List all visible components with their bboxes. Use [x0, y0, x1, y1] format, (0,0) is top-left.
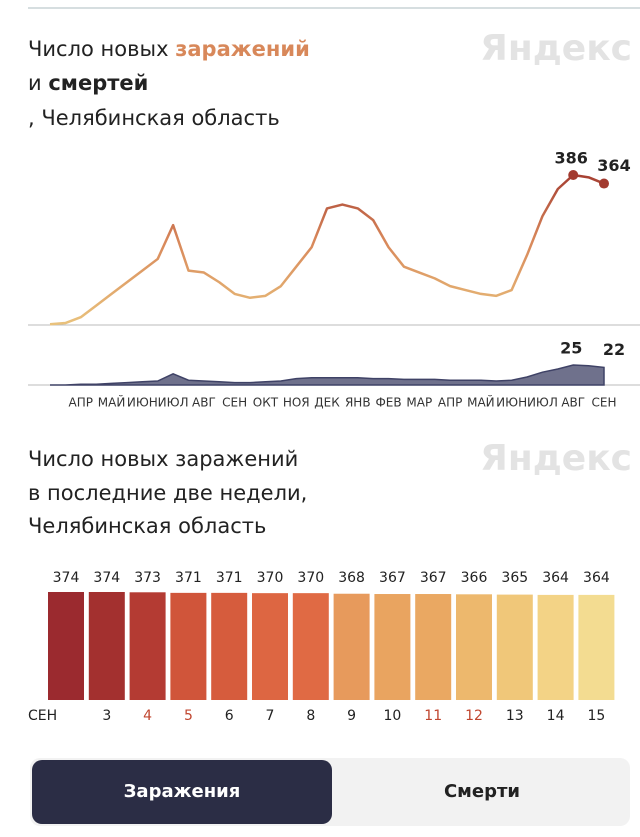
value-label: 367 — [420, 570, 447, 586]
tab-label[interactable]: Заражения — [124, 781, 241, 802]
x-tick-label: ЯНВ — [345, 396, 371, 410]
bar — [252, 593, 288, 700]
value-label: 366 — [461, 570, 488, 586]
x-tick-label: МАР — [406, 396, 432, 410]
x-tick-label: МАЙ — [467, 395, 495, 410]
x-tick-label: 7 — [266, 708, 275, 724]
title-line: Число новых заражений — [28, 37, 310, 61]
x-tick-label: 6 — [225, 708, 234, 724]
x-tick-label: 5 — [184, 708, 193, 724]
bar — [129, 592, 166, 700]
x-tick-label: 15 — [587, 708, 605, 724]
value-label: 370 — [297, 570, 324, 586]
title-part: смертей — [48, 71, 148, 95]
area — [50, 364, 605, 386]
bar — [170, 592, 207, 700]
x-tick-label: 14 — [547, 708, 565, 724]
value-label: 370 — [257, 570, 284, 586]
x-tick-label: ФЕВ — [375, 396, 401, 410]
x-tick-label: НОЯ — [283, 396, 310, 410]
bar — [333, 593, 370, 700]
title-line: Челябинская область — [28, 514, 266, 538]
value-label: 371 — [175, 570, 202, 586]
x-tick-label: 9 — [347, 708, 356, 724]
tab-label[interactable]: Смерти — [444, 781, 520, 802]
value-label: 364 — [583, 570, 610, 586]
bar — [48, 592, 84, 700]
value-label: 367 — [379, 570, 406, 586]
value-label: 373 — [134, 570, 161, 586]
tab-selected[interactable] — [32, 760, 332, 824]
x-tick-label: 4 — [143, 708, 152, 724]
x-tick-label: ОКТ — [253, 396, 279, 410]
value-label: 364 — [542, 570, 569, 586]
bar — [292, 593, 329, 700]
x-tick-label: АВГ — [561, 396, 585, 410]
x-tick-label: МАЙ — [98, 395, 126, 410]
x-tick-label: 3 — [102, 708, 111, 724]
value-label: 374 — [53, 570, 80, 586]
x-tick-label: СЕН — [222, 396, 247, 410]
x-tick-label: ИЮН — [127, 396, 158, 410]
bar — [578, 594, 615, 700]
title-part: и — [28, 71, 42, 95]
x-tick-label: 12 — [465, 708, 483, 724]
watermark: Яндекс — [480, 28, 632, 69]
x-tick-label: СЕН — [592, 396, 617, 410]
x-tick-label: СЕН — [28, 708, 57, 724]
bar — [456, 594, 492, 700]
bar — [88, 592, 125, 700]
title-line: в последние две недели, — [28, 481, 307, 505]
end-point — [568, 170, 579, 180]
title-line: , Челябинская область — [28, 106, 280, 130]
title-part: заражений — [175, 37, 310, 61]
x-tick-label: ИЮЛ — [527, 396, 558, 410]
title-line: Число новых заражений — [28, 447, 298, 471]
value-label: 368 — [338, 570, 365, 586]
watermark: Яндекс — [480, 438, 632, 479]
value-label: 365 — [501, 570, 528, 586]
title-line: и смертей — [28, 71, 148, 95]
x-tick-label: 13 — [506, 708, 524, 724]
value-label: 374 — [93, 570, 120, 586]
line — [49, 173, 605, 326]
x-tick-label: ДЕК — [314, 396, 340, 410]
x-tick-label: АПР — [69, 396, 93, 410]
value-label: 22 — [603, 340, 625, 359]
x-tick-label: 8 — [306, 708, 315, 724]
bar — [211, 592, 248, 700]
bar — [496, 594, 533, 700]
x-tick-label: 10 — [383, 708, 401, 724]
x-tick-label: 11 — [424, 708, 442, 724]
title-part: Число новых — [28, 37, 169, 61]
bar — [374, 594, 411, 700]
x-tick-label: ИЮН — [496, 396, 527, 410]
value-label: 25 — [560, 339, 582, 358]
x-tick-label: АПР — [438, 396, 462, 410]
value-label: 364 — [597, 156, 630, 175]
x-tick-label: АВГ — [192, 396, 216, 410]
title: Число новых заражений в последние две не… — [28, 447, 307, 538]
bar — [537, 594, 574, 700]
bar — [415, 594, 452, 700]
value-label: 371 — [216, 570, 243, 586]
value-label: 386 — [555, 149, 588, 168]
x-tick-label: ИЮЛ — [158, 396, 189, 410]
end-point — [599, 178, 609, 189]
